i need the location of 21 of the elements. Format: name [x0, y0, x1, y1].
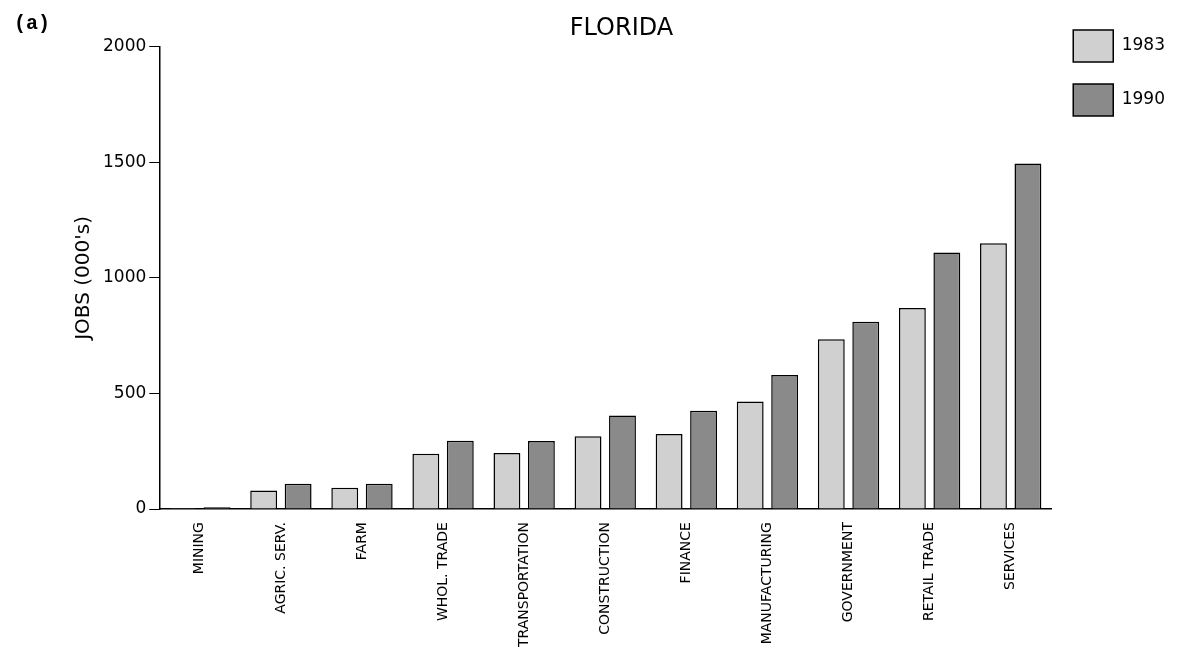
y-tick-label: 2000	[103, 35, 147, 56]
legend-label: 1983	[1121, 34, 1165, 55]
x-tick-label: FARM	[352, 522, 369, 561]
x-tick-label: RETAIL TRADE	[920, 522, 937, 621]
legend-label: 1990	[1121, 88, 1165, 109]
x-tick-label: MINING	[190, 522, 207, 575]
x-tick-label: WHOL. TRADE	[433, 522, 450, 622]
x-tick-label: TRANSPORTATION	[514, 522, 531, 649]
y-tick-label: 1000	[103, 266, 147, 287]
y-tick-label: 0	[135, 497, 147, 518]
x-tick-label: CONSTRUCTION	[595, 522, 612, 635]
y-tick-label: 1500	[103, 150, 147, 171]
chart-title: FLORIDA	[569, 12, 674, 41]
x-tick-label: FINANCE	[676, 522, 693, 584]
y-tick-label: 500	[113, 381, 147, 402]
text: (a)	[14, 12, 51, 36]
x-tick-label: MANUFACTURING	[758, 522, 775, 645]
x-tick-label: SERVICES	[1001, 521, 1018, 590]
y-axis-title: JOBS (000's)	[70, 216, 95, 342]
x-tick-label: GOVERNMENT	[839, 521, 856, 623]
x-tick-label: AGRIC. SERV.	[271, 522, 288, 614]
